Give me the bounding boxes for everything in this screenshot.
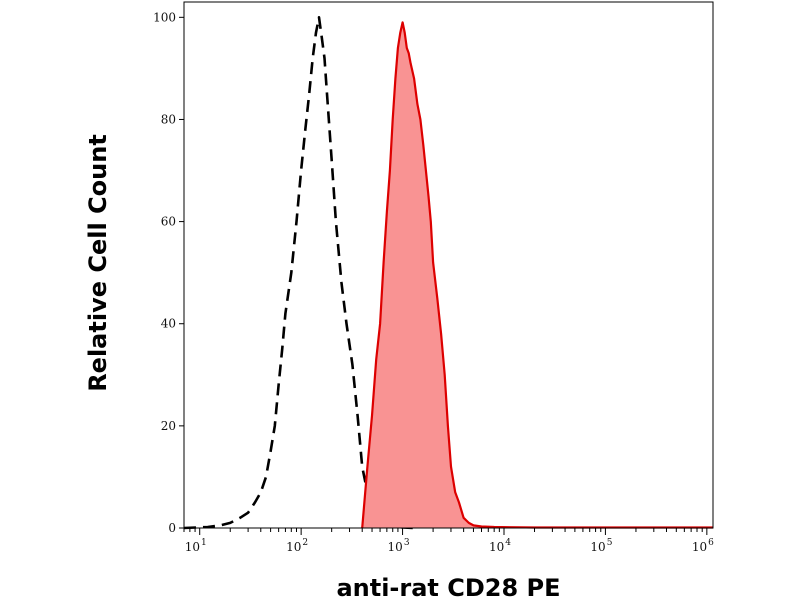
y-tick-label: 80	[161, 112, 176, 126]
y-tick-label: 100	[153, 10, 176, 24]
y-tick-label: 60	[161, 215, 176, 229]
x-axis-title: anti-rat CD28 PE	[336, 574, 560, 600]
x-tick-label: 103	[388, 538, 410, 554]
plot-frame	[183, 1, 714, 529]
series-1-line	[361, 21, 713, 529]
x-tick-label: 104	[489, 538, 511, 554]
y-tick-label: 40	[161, 317, 176, 331]
plot-area	[183, 16, 713, 530]
y-axis-title: Relative Cell Count	[84, 134, 112, 392]
x-tick-label: 106	[692, 538, 714, 554]
x-tick-label: 102	[286, 538, 308, 554]
x-tick-label: 105	[590, 538, 612, 554]
x-tick-label: 101	[185, 538, 207, 554]
y-tick-label: 20	[161, 419, 176, 433]
y-tick-label: 0	[168, 521, 176, 535]
series-1-fill	[362, 22, 713, 529]
axis-ticks: 0 20 40 60 80 100 101 102 103 104 105 106	[153, 10, 714, 554]
